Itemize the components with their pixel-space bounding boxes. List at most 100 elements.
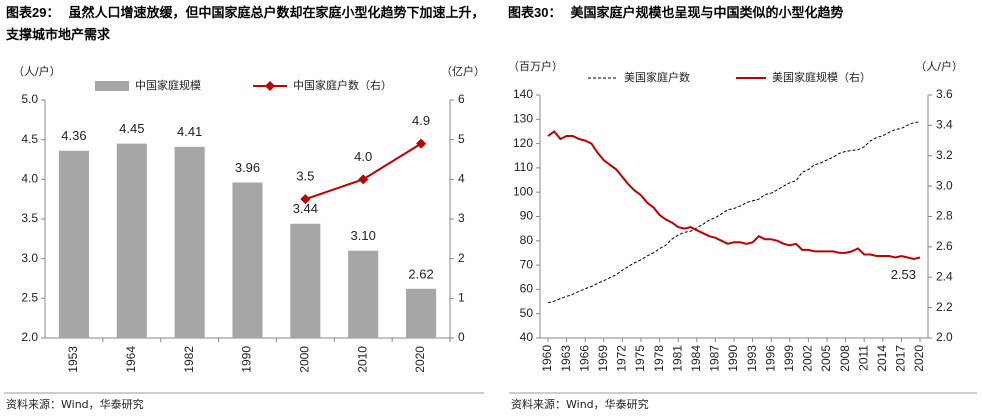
x-tick-label: 1981 [670, 345, 684, 372]
x-tick-label: 2020 [413, 346, 427, 373]
y2-tick-label: 3.2 [936, 148, 953, 162]
source: 资料来源：Wind，华泰研究 [6, 397, 144, 411]
y-tick-label: 3.5 [21, 211, 38, 225]
legend-label: 美国家庭户数 [624, 70, 690, 84]
title-label: 图表29： [6, 5, 60, 20]
y2-tick-label: 5 [458, 132, 465, 146]
y2-tick-label: 3.0 [936, 178, 953, 192]
y2-tick-label: 0 [458, 330, 465, 344]
y-tick-label: 2.5 [21, 291, 38, 305]
value-label: 3.10 [351, 228, 376, 243]
y2-tick-label: 4 [458, 172, 465, 186]
x-tick-label: 1963 [559, 345, 573, 372]
y2-tick-label: 2.8 [936, 209, 953, 223]
x-tick-label: 2017 [894, 345, 908, 372]
title-text: 美国家庭户规模也呈现与中国类似的小型化趋势 [570, 6, 844, 21]
legend-label: 美国家庭规模（右） [772, 70, 871, 84]
x-tick-label: 1960 [540, 345, 554, 372]
x-tick-label: 1990 [240, 346, 254, 373]
y2-tick-label: 3 [458, 211, 465, 225]
x-tick-label: 2008 [838, 345, 852, 372]
x-tick-label: 1975 [633, 345, 647, 372]
y-tick-label: 4.0 [21, 172, 38, 186]
x-tick-label: 1984 [689, 345, 703, 372]
y2-tick-label: 2.4 [936, 269, 953, 283]
y-tick-label: 70 [520, 257, 534, 271]
y2-tick-label: 2 [458, 251, 465, 265]
bar [116, 143, 147, 338]
x-tick-label: 2020 [912, 345, 926, 372]
bar [58, 150, 89, 338]
marker [416, 138, 427, 149]
x-tick-label: 2000 [298, 346, 312, 373]
x-tick-label: 1993 [745, 345, 759, 372]
y-tick-label: 110 [514, 160, 533, 174]
x-tick-label: 2002 [801, 345, 815, 372]
y2-tick-label: 3.4 [936, 118, 953, 132]
y2-axis-unit: （亿户） [441, 64, 485, 78]
y-tick-label: 80 [520, 233, 534, 247]
bar [348, 250, 379, 338]
x-tick-label: 2005 [819, 345, 833, 372]
value-label: 4.36 [61, 128, 86, 143]
value-label: 4.9 [412, 113, 430, 128]
value-label: 2.62 [408, 266, 433, 281]
y-axis-unit: （百万户） [508, 59, 563, 73]
value-label: 4.41 [177, 124, 202, 139]
y-tick-label: 2.0 [21, 330, 38, 344]
y-tick-label: 120 [513, 136, 533, 150]
y2-tick-label: 6 [458, 92, 465, 106]
bar [174, 146, 205, 338]
x-tick-label: 1978 [652, 345, 666, 372]
y2-tick-label: 2.0 [936, 330, 953, 344]
legend-label: 中国家庭户数（右） [293, 78, 392, 92]
legend-label: 中国家庭规模 [135, 78, 201, 92]
y-tick-label: 140 [513, 87, 533, 101]
legend-marker [265, 81, 275, 91]
y2-tick-label: 1 [458, 291, 465, 305]
x-tick-label: 1953 [66, 346, 80, 373]
y-tick-label: 60 [520, 282, 534, 296]
marker [358, 174, 369, 185]
x-tick-label: 1999 [782, 345, 796, 372]
y2-tick-label: 2.6 [936, 239, 953, 253]
x-tick-label: 1972 [615, 345, 629, 372]
value-label: 2.53 [891, 267, 916, 282]
series-line [547, 121, 921, 304]
y2-axis-unit: （人/户） [915, 59, 963, 73]
bar [232, 182, 263, 338]
value-label: 3.44 [293, 201, 318, 216]
value-label: 4.45 [119, 121, 144, 136]
chart-title: 图表29： 虽然人口增速放缓，但中国家庭总户数却在家庭小型化趋势下加速上升，支撑… [6, 2, 496, 47]
value-label: 4.0 [354, 149, 372, 164]
y-tick-label: 50 [520, 306, 534, 320]
x-tick-label: 1996 [763, 345, 777, 372]
y-tick-label: 5.0 [21, 92, 38, 106]
bar [290, 223, 321, 338]
y-tick-label: 40 [520, 330, 534, 344]
x-tick-label: 2011 [856, 345, 870, 371]
x-tick-label: 1969 [596, 345, 610, 372]
y-tick-label: 90 [520, 209, 534, 223]
title-label: 图表30： [508, 5, 562, 20]
marker [300, 194, 311, 205]
x-tick-label: 1987 [708, 345, 722, 372]
legend-swatch [95, 81, 129, 91]
y-axis-unit: （人/户） [13, 64, 61, 78]
source: 资料来源：Wind，华泰研究 [511, 397, 649, 411]
y2-tick-label: 3.6 [936, 87, 953, 101]
y2-tick-label: 2.2 [936, 300, 953, 314]
y-tick-label: 100 [513, 184, 533, 198]
chart-title: 图表30： 美国家庭户规模也呈现与中国类似的小型化趋势 [508, 2, 978, 25]
x-tick-label: 2010 [355, 346, 369, 373]
value-label: 3.5 [296, 169, 314, 184]
y-tick-label: 130 [513, 111, 533, 125]
x-tick-label: 2014 [875, 345, 889, 372]
x-tick-label: 1990 [726, 345, 740, 372]
value-label: 3.96 [235, 160, 260, 175]
x-tick-label: 1966 [577, 345, 591, 372]
x-tick-label: 1982 [182, 346, 196, 373]
x-tick-label: 1964 [124, 346, 138, 373]
